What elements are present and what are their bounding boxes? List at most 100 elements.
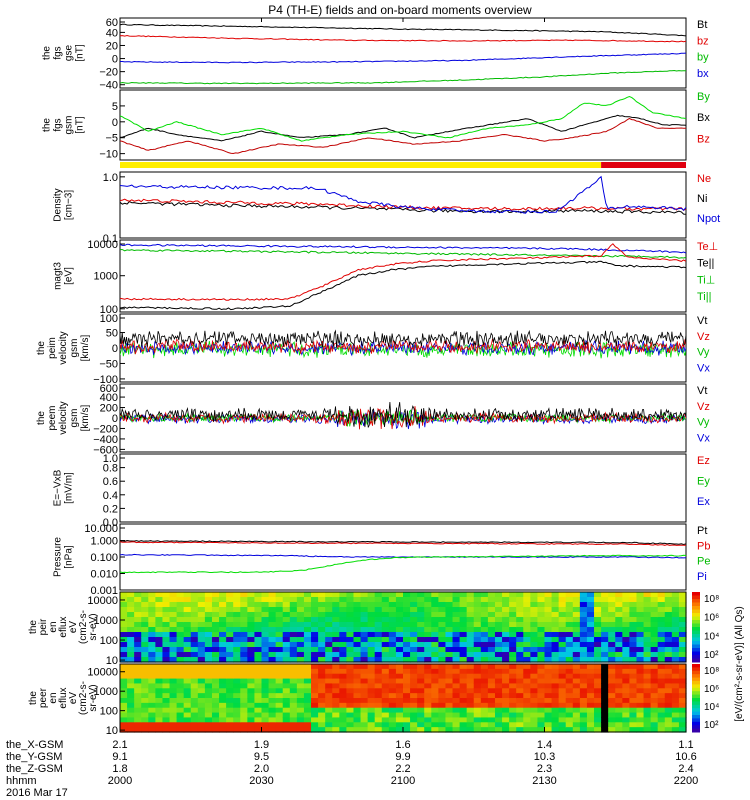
heatmap-cell bbox=[516, 617, 524, 623]
heatmap-cell bbox=[183, 698, 192, 704]
heatmap-cell bbox=[275, 683, 284, 689]
heatmap-cell bbox=[403, 642, 411, 648]
heatmap-cell bbox=[586, 668, 595, 675]
heatmap-cell bbox=[523, 727, 531, 733]
heatmap-cell bbox=[360, 722, 369, 728]
heatmap-cell bbox=[226, 617, 234, 623]
heatmap-cell bbox=[296, 592, 305, 598]
heatmap-cell bbox=[332, 592, 340, 598]
y-label-line: eflux bbox=[58, 687, 69, 708]
heatmap-cell bbox=[148, 647, 156, 653]
heatmap-cell bbox=[388, 707, 397, 714]
heatmap-cell bbox=[127, 698, 135, 704]
heatmap-cell bbox=[537, 717, 546, 723]
heatmap-cell bbox=[296, 707, 305, 714]
legend-entry: Bt bbox=[697, 19, 707, 31]
heatmap-cell bbox=[403, 727, 411, 733]
heatmap-cell bbox=[579, 698, 588, 704]
colorbar-segment bbox=[692, 595, 700, 600]
heatmap-cell bbox=[431, 693, 439, 699]
heatmap-cell bbox=[445, 602, 454, 608]
heatmap-cell bbox=[544, 664, 553, 670]
heatmap-cell bbox=[551, 688, 560, 694]
heatmap-cell bbox=[601, 642, 609, 648]
heatmap-cell bbox=[226, 597, 234, 603]
heatmap-cell bbox=[325, 707, 333, 714]
heatmap-cell bbox=[381, 664, 390, 670]
heatmap-cell bbox=[403, 712, 411, 719]
heatmap-cell bbox=[650, 717, 659, 723]
heatmap-cell bbox=[671, 602, 680, 608]
heatmap-cell bbox=[204, 607, 213, 613]
heatmap-cell bbox=[664, 647, 673, 653]
heatmap-cell bbox=[353, 717, 362, 723]
heatmap-cell bbox=[268, 722, 277, 728]
heatmap-cell bbox=[395, 717, 404, 723]
heatmap-cell bbox=[438, 622, 447, 628]
heatmap-cell bbox=[211, 642, 220, 648]
heatmap-cell bbox=[261, 707, 270, 714]
heatmap-cell bbox=[254, 727, 263, 733]
heatmap-cell bbox=[211, 693, 220, 699]
heatmap-cell bbox=[155, 637, 164, 643]
heatmap-cell bbox=[148, 597, 156, 603]
heatmap-cell bbox=[289, 627, 298, 633]
ephemeris-value: 1.9 bbox=[254, 739, 269, 751]
heatmap-cell bbox=[431, 627, 439, 633]
heatmap-cell bbox=[452, 727, 461, 733]
heatmap-cell bbox=[155, 673, 164, 680]
heatmap-cell bbox=[325, 673, 333, 680]
heatmap-cell bbox=[190, 722, 199, 728]
heatmap-cell bbox=[643, 602, 652, 608]
heatmap-cell bbox=[388, 668, 397, 675]
heatmap-cell bbox=[473, 642, 482, 648]
heatmap-cell bbox=[120, 627, 128, 633]
heatmap-cell bbox=[240, 707, 248, 714]
heatmap-cell bbox=[502, 727, 510, 733]
heatmap-cell bbox=[395, 693, 404, 699]
heatmap-cell bbox=[141, 617, 149, 623]
heatmap-cell bbox=[325, 702, 333, 709]
y-label-line: en bbox=[48, 692, 59, 703]
heatmap-cell bbox=[502, 617, 510, 623]
heatmap-cell bbox=[325, 722, 333, 728]
heatmap-cell bbox=[650, 622, 659, 628]
heatmap-cell bbox=[516, 707, 524, 714]
y-label-line: the bbox=[36, 411, 47, 425]
heatmap-cell bbox=[622, 698, 630, 704]
heatmap-cell bbox=[480, 673, 489, 680]
heatmap-cell bbox=[127, 652, 135, 658]
heatmap-cell bbox=[318, 727, 326, 733]
heatmap-cell bbox=[643, 712, 652, 719]
heatmap-cell bbox=[459, 637, 468, 643]
heatmap-cell bbox=[169, 727, 178, 733]
heatmap-cell bbox=[494, 637, 503, 643]
heatmap-cell bbox=[360, 673, 369, 680]
heatmap-cell bbox=[551, 622, 560, 628]
heatmap-cell bbox=[537, 647, 546, 653]
heatmap-cell bbox=[162, 632, 171, 638]
heatmap-cell bbox=[657, 622, 666, 628]
heatmap-cell bbox=[586, 717, 595, 723]
heatmap-cell bbox=[558, 642, 567, 648]
heatmap-cell bbox=[141, 668, 149, 675]
y-label-line: velocity bbox=[58, 331, 69, 364]
heatmap-cell bbox=[410, 717, 418, 723]
heatmap-cell bbox=[516, 678, 524, 685]
heatmap-cell bbox=[254, 668, 263, 675]
heatmap-cell bbox=[339, 627, 347, 633]
heatmap-cell bbox=[629, 647, 638, 653]
heatmap-cell bbox=[141, 698, 149, 704]
heatmap-cell bbox=[289, 702, 298, 709]
heatmap-cell bbox=[254, 607, 263, 613]
heatmap-cell bbox=[183, 652, 192, 658]
heatmap-cell bbox=[374, 627, 383, 633]
heatmap-cell bbox=[148, 717, 156, 723]
heatmap-cell bbox=[346, 657, 355, 663]
heatmap-cell bbox=[431, 707, 439, 714]
heatmap-cell bbox=[678, 622, 687, 628]
heatmap-cell bbox=[134, 717, 142, 723]
heatmap-cell bbox=[169, 602, 178, 608]
heatmap-cell bbox=[197, 597, 206, 603]
